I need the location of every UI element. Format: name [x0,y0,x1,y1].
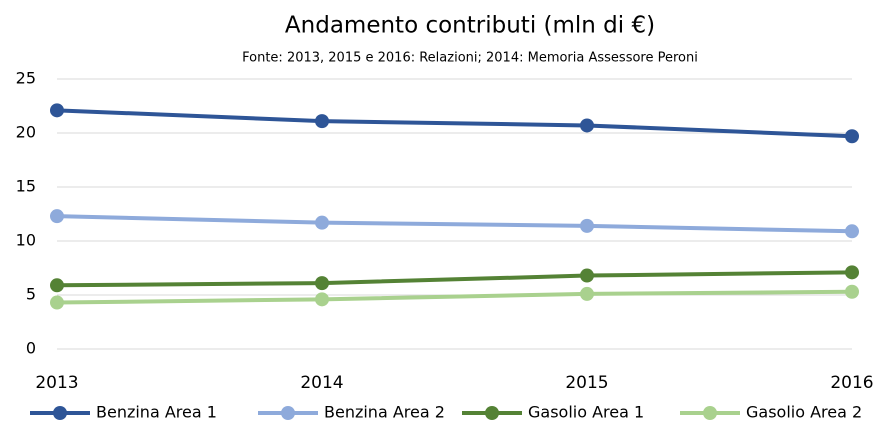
data-point [315,215,329,230]
data-point [50,209,64,224]
x-tick-label: 2016 [830,373,873,393]
x-tick-label: 2013 [35,373,78,393]
legend-marker [281,406,295,420]
x-tick-label: 2015 [565,373,608,393]
x-tick-label: 2014 [300,373,343,393]
legend-label: Benzina Area 2 [324,403,445,422]
series-line [56,270,853,288]
legend-label: Gasolio Area 2 [746,403,862,422]
data-point [580,286,594,301]
legend-marker [53,406,67,420]
series-line [56,289,853,305]
data-point [845,129,859,144]
data-point [50,295,64,310]
chart-title: Andamento contributi (mln di €) [285,13,655,39]
data-point [315,114,329,129]
legend-label: Gasolio Area 1 [528,403,644,422]
y-tick-label: 15 [16,177,36,196]
data-point [580,118,594,133]
data-point [845,284,859,299]
data-point [580,218,594,233]
data-point [845,265,859,280]
legend-label: Benzina Area 1 [96,403,217,422]
data-point [315,292,329,307]
data-point [50,278,64,293]
legend-marker [485,406,499,420]
data-point [50,103,64,118]
data-point [580,268,594,283]
y-tick-label: 0 [26,339,36,358]
data-point [315,276,329,291]
chart-subtitle: Fonte: 2013, 2015 e 2016: Relazioni; 201… [242,51,698,66]
series-line [56,108,853,139]
y-tick-label: 5 [26,285,36,304]
y-tick-label: 20 [16,123,36,142]
series-line [56,214,853,234]
y-tick-label: 25 [16,69,36,88]
data-point [845,224,859,239]
legend-marker [703,406,717,420]
y-tick-label: 10 [16,231,36,250]
